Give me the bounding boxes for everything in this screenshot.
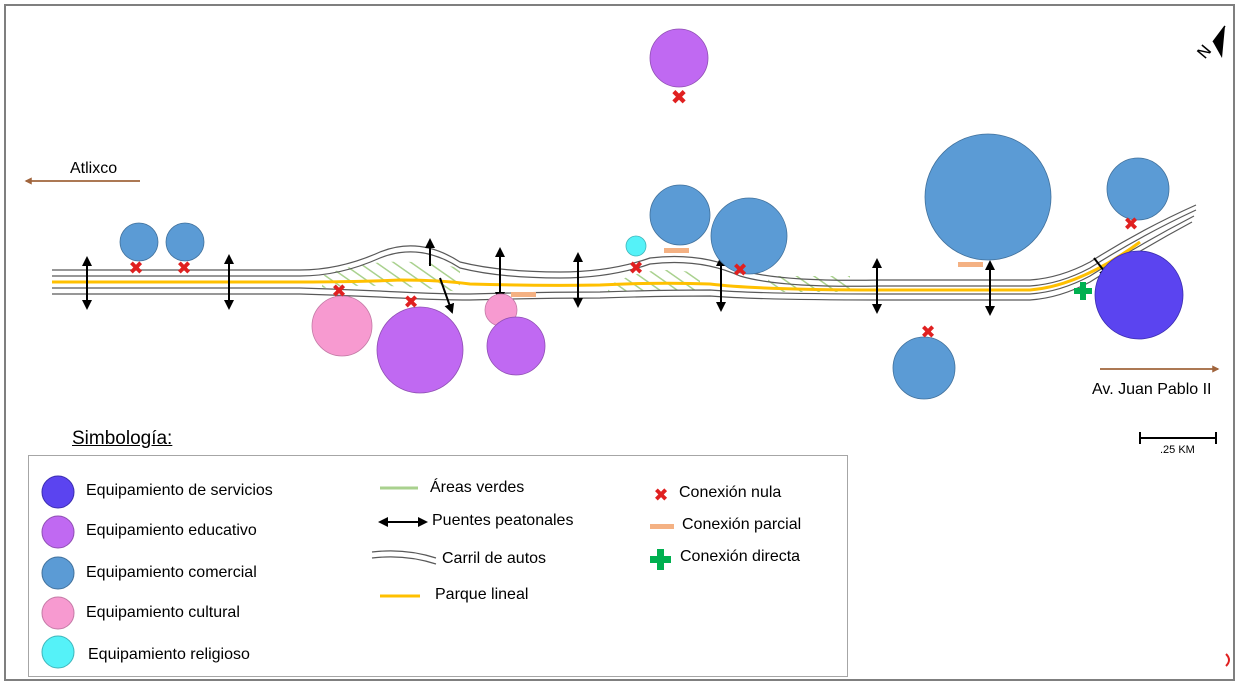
commercial-facility bbox=[710, 197, 788, 275]
commercial-facility bbox=[892, 336, 956, 400]
facilities bbox=[119, 28, 1184, 400]
green-area bbox=[322, 261, 460, 292]
legend-box bbox=[28, 455, 848, 677]
legend-educational-swatch bbox=[41, 515, 75, 549]
legend-title: Simbología: bbox=[72, 428, 173, 449]
partial-connection-icon bbox=[511, 292, 536, 297]
educational-facility bbox=[486, 316, 546, 376]
linear-park bbox=[52, 240, 1141, 292]
legend-label-null-connection: Conexión nula bbox=[679, 484, 782, 501]
legend-label-bridges: Puentes peatonales bbox=[432, 512, 574, 529]
legend-symbols: ✖ bbox=[41, 475, 674, 669]
legend-commercial-swatch bbox=[41, 556, 75, 590]
connection-direct bbox=[1074, 282, 1092, 300]
connections-null: ✖ ✖ ✖ ✖ ✖ ✖ ✖ ✖ ✖ bbox=[128, 85, 1138, 343]
legend-cultural-swatch bbox=[41, 596, 75, 630]
cultural-facility bbox=[311, 295, 373, 357]
commercial-facility bbox=[924, 133, 1052, 261]
null-connection-icon: ✖ bbox=[1123, 214, 1138, 235]
legend-label-commercial: Equipamiento comercial bbox=[86, 564, 257, 581]
red-mark-fragment bbox=[1225, 653, 1230, 667]
legend-null-connection-icon: ✖ bbox=[653, 485, 668, 506]
place-label-east: Av. Juan Pablo II bbox=[1092, 381, 1212, 398]
green-area bbox=[608, 270, 700, 292]
commercial-facility bbox=[119, 222, 159, 262]
legend-label-educational: Equipamiento educativo bbox=[86, 522, 257, 539]
legend-label-lanes: Carril de autos bbox=[442, 550, 547, 567]
pedestrian-bridge bbox=[439, 277, 455, 314]
partial-connection-icon bbox=[664, 248, 689, 253]
legend-religious-swatch bbox=[41, 635, 75, 669]
null-connection-icon: ✖ bbox=[403, 292, 418, 313]
partial-connection-icon bbox=[958, 262, 983, 267]
legend-partial-connection-icon bbox=[650, 524, 674, 529]
legend-label-cultural: Equipamiento cultural bbox=[86, 604, 240, 621]
null-connection-icon: ✖ bbox=[176, 258, 191, 279]
scale-bar bbox=[1139, 432, 1217, 444]
legend-services-swatch bbox=[41, 475, 75, 509]
legend-label-direct-connection: Conexión directa bbox=[680, 548, 801, 565]
religious-facility bbox=[625, 235, 647, 257]
null-connection-icon: ✖ bbox=[920, 322, 935, 343]
pedestrian-bridges bbox=[82, 238, 1110, 316]
services-facility bbox=[1094, 250, 1184, 340]
null-connection-icon: ✖ bbox=[628, 258, 643, 279]
commercial-facility bbox=[165, 222, 205, 262]
commercial-facility bbox=[649, 184, 711, 246]
north-arrow-icon: N bbox=[1193, 25, 1226, 62]
legend-label-park: Parque lineal bbox=[435, 586, 529, 603]
educational-facility bbox=[649, 28, 709, 88]
svg-text:N: N bbox=[1193, 41, 1215, 62]
educational-facility bbox=[376, 306, 464, 394]
null-connection-icon: ✖ bbox=[331, 281, 346, 302]
direct-connection-icon bbox=[1074, 282, 1092, 300]
legend-label-services: Equipamiento de servicios bbox=[86, 482, 273, 499]
legend-label-green-areas: Áreas verdes bbox=[430, 479, 525, 496]
place-label-west: Atlixco bbox=[70, 160, 118, 177]
legend-label-partial-connection: Conexión parcial bbox=[682, 516, 802, 533]
null-connection-icon: ✖ bbox=[128, 258, 143, 279]
commercial-facility bbox=[1106, 157, 1170, 221]
legend-label-religious: Equipamiento religioso bbox=[88, 646, 250, 663]
legend-lane-swatch bbox=[371, 550, 437, 565]
scale-label: .25 KM bbox=[1160, 444, 1195, 456]
connections-partial bbox=[511, 248, 983, 297]
legend-direct-connection-icon bbox=[650, 549, 671, 570]
null-connection-icon: ✖ bbox=[671, 85, 688, 109]
null-connection-icon: ✖ bbox=[732, 260, 747, 281]
map-frame bbox=[4, 4, 1235, 681]
